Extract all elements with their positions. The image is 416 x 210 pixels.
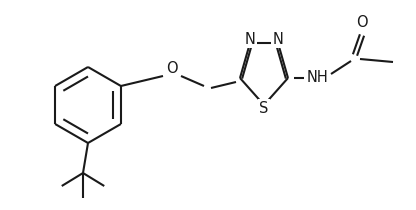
Text: S: S [259, 101, 269, 116]
Text: N: N [245, 32, 255, 46]
Text: NH: NH [307, 71, 329, 85]
Text: O: O [166, 60, 178, 76]
Text: N: N [272, 32, 283, 46]
Text: O: O [356, 14, 368, 29]
